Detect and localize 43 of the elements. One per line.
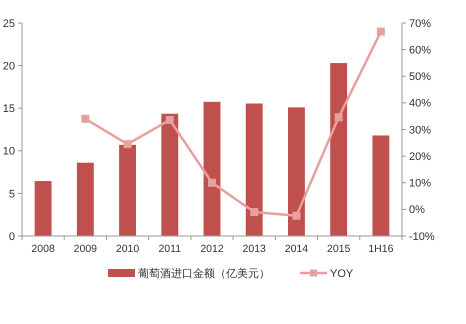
bar	[288, 107, 305, 236]
point	[334, 113, 343, 122]
y2-tick-label: 60%	[409, 44, 432, 56]
x-tick-label: 2014	[284, 243, 308, 255]
legend-label: YOY	[330, 268, 354, 280]
bar	[372, 135, 390, 236]
legend-label: 葡萄酒进口金额（亿美元）	[138, 266, 270, 280]
bar	[330, 63, 348, 236]
point	[81, 114, 90, 123]
x-tick-label: 2008	[31, 243, 55, 255]
y2-tick-label: -10%	[409, 230, 435, 243]
x-tick-label: 2009	[74, 243, 98, 255]
x-tick-label: 2013	[242, 243, 266, 255]
x-tick-label: 1H16	[368, 243, 394, 255]
point	[376, 28, 385, 36]
point	[292, 212, 300, 220]
y2-tick-label: 40%	[409, 98, 432, 110]
y-tick-label: 0	[8, 230, 15, 243]
y-tick-label: 15	[2, 103, 15, 116]
y-tick-label: 5	[8, 188, 15, 200]
point	[250, 208, 258, 216]
x-tick-label: 2011	[158, 243, 182, 255]
x-tick-label: 2015	[326, 243, 351, 255]
x-tick-label: 2012	[200, 243, 224, 255]
y2-tick-label: 0%	[409, 204, 426, 216]
point	[208, 178, 216, 187]
point	[124, 140, 132, 148]
y2-tick-label: 20%	[409, 150, 432, 163]
bar	[76, 162, 94, 236]
point	[166, 116, 174, 124]
x-tick-label: 2010	[116, 243, 140, 255]
y-tick-label: 10	[2, 146, 15, 158]
y2-tick-label: 70%	[409, 18, 432, 30]
y2-tick-label: 30%	[409, 124, 432, 136]
y2-tick-label: 10%	[409, 178, 432, 190]
bar	[119, 144, 136, 236]
bar	[161, 114, 178, 236]
y-tick-label: 20	[2, 60, 15, 72]
bar	[34, 181, 52, 236]
bar	[204, 102, 220, 236]
y2-tick-label: 50%	[409, 71, 432, 84]
y-tick-label: 25	[2, 18, 15, 30]
bar	[246, 104, 263, 236]
